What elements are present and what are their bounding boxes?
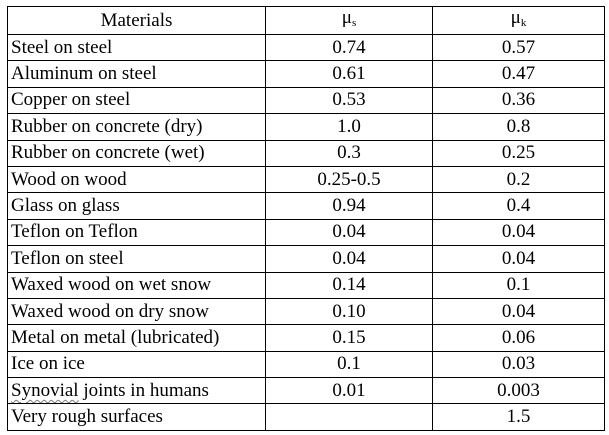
mu-s-cell: 0.25-0.5 [265, 165, 433, 194]
spellcheck-word: Synovial [11, 379, 79, 401]
material-cell: Teflon on steel [7, 245, 266, 273]
material-cell: Rubber on concrete (dry) [7, 113, 266, 141]
mu-s-cell: 0.15 [265, 324, 433, 352]
table-row: Copper on steel 0.53 0.36 [7, 86, 605, 115]
mu-s-cell: 0.53 [265, 86, 433, 115]
mu-k-cell: 0.8 [432, 113, 605, 141]
mu-k-cell: 0.04 [432, 218, 605, 247]
friction-coefficients-table: Materials μs μk Steel on steel 0.74 0.57 A… [7, 6, 605, 431]
mu-subscript: k [520, 17, 527, 29]
material-cell: Copper on steel [7, 86, 266, 115]
table-row: Rubber on concrete (wet) 0.3 0.25 [7, 139, 605, 167]
material-cell: Wood on wood [7, 165, 266, 194]
mu-s-cell [265, 403, 433, 431]
mu-symbol: μ [341, 7, 352, 29]
material-rest: joints in humans [78, 379, 209, 401]
mu-k-cell: 0.4 [432, 192, 605, 220]
material-cell: Glass on glass [7, 192, 266, 220]
mu-s-cell: 0.04 [265, 218, 433, 247]
mu-k-cell: 0.06 [432, 324, 605, 352]
mu-s-cell: 0.74 [265, 33, 433, 62]
table-row: Rubber on concrete (dry) 1.0 0.8 [7, 113, 605, 141]
table-row: Steel on steel 0.74 0.57 [7, 33, 605, 62]
mu-k-cell: 0.04 [432, 297, 605, 326]
material-cell: Steel on steel [7, 33, 266, 62]
table-row: Teflon on Teflon 0.04 0.04 [7, 218, 605, 247]
table-row: Very rough surfaces 1.5 [7, 403, 605, 431]
table-row: Synovial joints in humans 0.01 0.003 [7, 377, 605, 405]
material-cell: Very rough surfaces [7, 403, 266, 431]
mu-k-cell: 0.04 [432, 245, 605, 273]
mu-s-cell: 1.0 [265, 113, 433, 141]
mu-s-cell: 0.01 [265, 377, 433, 405]
mu-k-cell: 1.5 [432, 403, 605, 431]
header-row: Materials μs μk [7, 6, 605, 35]
mu-subscript: s [351, 17, 357, 29]
mu-k-cell: 0.25 [432, 139, 605, 167]
header-mu-k: μk [432, 6, 605, 35]
material-cell: Rubber on concrete (wet) [7, 139, 266, 167]
material-cell: Metal on metal (lubricated) [7, 324, 266, 352]
table-row: Metal on metal (lubricated) 0.15 0.06 [7, 324, 605, 352]
table-row: Waxed wood on dry snow 0.10 0.04 [7, 297, 605, 326]
mu-k-cell: 0.1 [432, 271, 605, 299]
mu-k-cell: 0.57 [432, 33, 605, 62]
material-cell: Aluminum on steel [7, 60, 266, 88]
material-cell: Ice on ice [7, 350, 266, 379]
mu-s-cell: 0.1 [265, 350, 433, 379]
table-row: Teflon on steel 0.04 0.04 [7, 245, 605, 273]
mu-k-cell: 0.03 [432, 350, 605, 379]
table-row: Ice on ice 0.1 0.03 [7, 350, 605, 379]
table-row: Waxed wood on wet snow 0.14 0.1 [7, 271, 605, 299]
mu-k-cell: 0.2 [432, 165, 605, 194]
mu-s-cell: 0.10 [265, 297, 433, 326]
header-materials: Materials [7, 6, 266, 35]
mu-s-cell: 0.14 [265, 271, 433, 299]
material-cell: Teflon on Teflon [7, 218, 266, 247]
mu-s-cell: 0.3 [265, 139, 433, 167]
table-row: Aluminum on steel 0.61 0.47 [7, 60, 605, 88]
material-cell: Waxed wood on wet snow [7, 271, 266, 299]
table-row: Wood on wood 0.25-0.5 0.2 [7, 165, 605, 194]
mu-k-cell: 0.003 [432, 377, 605, 405]
mu-s-cell: 0.94 [265, 192, 433, 220]
mu-s-cell: 0.04 [265, 245, 433, 273]
material-cell: Waxed wood on dry snow [7, 297, 266, 326]
header-mu-s: μs [265, 6, 433, 35]
table-row: Glass on glass 0.94 0.4 [7, 192, 605, 220]
mu-symbol: μ [510, 7, 521, 29]
mu-s-cell: 0.61 [265, 60, 433, 88]
mu-k-cell: 0.47 [432, 60, 605, 88]
material-cell: Synovial joints in humans [7, 377, 266, 405]
mu-k-cell: 0.36 [432, 86, 605, 115]
